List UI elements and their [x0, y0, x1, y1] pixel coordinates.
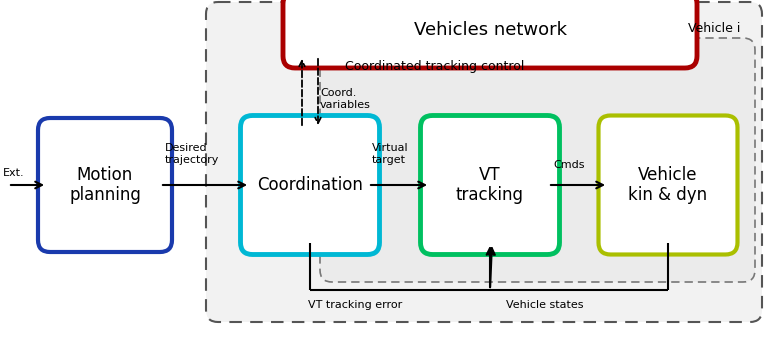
- FancyBboxPatch shape: [320, 38, 755, 282]
- Text: Vehicle i: Vehicle i: [688, 22, 740, 35]
- Text: Vehicles network: Vehicles network: [413, 21, 567, 39]
- Text: VT tracking error: VT tracking error: [308, 300, 402, 310]
- Text: Coord.
variables: Coord. variables: [320, 88, 371, 109]
- FancyBboxPatch shape: [206, 2, 762, 322]
- Text: Motion
planning: Motion planning: [69, 166, 141, 204]
- Text: Coordinated tracking control: Coordinated tracking control: [345, 60, 525, 73]
- Text: Coordination: Coordination: [257, 176, 363, 194]
- FancyBboxPatch shape: [598, 116, 738, 254]
- Text: Desired
trajectory: Desired trajectory: [165, 144, 219, 165]
- Text: Cmds: Cmds: [553, 160, 584, 170]
- FancyBboxPatch shape: [283, 0, 697, 68]
- Text: VT
tracking: VT tracking: [456, 166, 524, 204]
- FancyBboxPatch shape: [241, 116, 380, 254]
- Text: Vehicle states: Vehicle states: [506, 300, 584, 310]
- Text: Virtual
target: Virtual target: [372, 144, 409, 165]
- Text: Vehicle
kin & dyn: Vehicle kin & dyn: [628, 166, 708, 204]
- Text: Ext.: Ext.: [3, 168, 25, 178]
- FancyBboxPatch shape: [420, 116, 559, 254]
- FancyBboxPatch shape: [38, 118, 172, 252]
